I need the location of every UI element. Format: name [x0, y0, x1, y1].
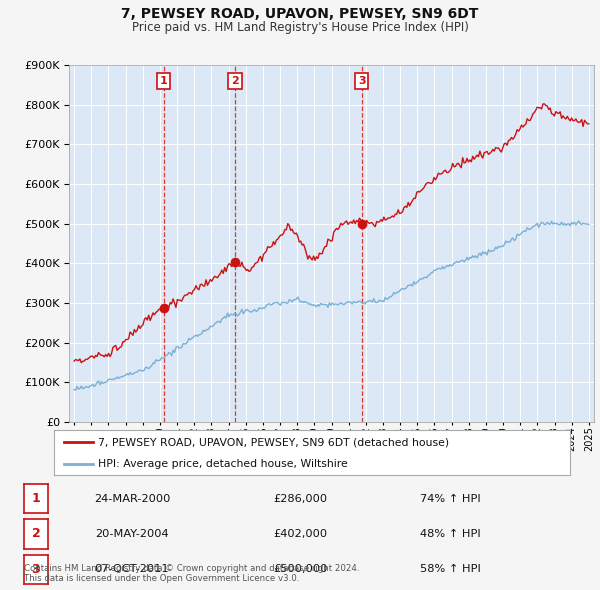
7, PEWSEY ROAD, UPAVON, PEWSEY, SN9 6DT (detached house) [242, 267, 250, 274]
Text: 07-OCT-2011: 07-OCT-2011 [95, 565, 169, 574]
Text: £286,000: £286,000 [273, 494, 327, 503]
HPI: Average price, detached house, Wiltshire: (2.01e+03, 2.83e+05): Average price, detached house, Wiltshire… [251, 306, 259, 313]
Text: 3: 3 [32, 563, 40, 576]
Text: 2: 2 [32, 527, 40, 540]
Text: 48% ↑ HPI: 48% ↑ HPI [419, 529, 481, 539]
Text: 1: 1 [160, 76, 167, 86]
7, PEWSEY ROAD, UPAVON, PEWSEY, SN9 6DT (detached house) [135, 322, 142, 329]
7, PEWSEY ROAD, UPAVON, PEWSEY, SN9 6DT (detached house) [585, 120, 592, 127]
Text: 20-MAY-2004: 20-MAY-2004 [95, 529, 169, 539]
Text: 1: 1 [32, 492, 40, 505]
Text: 24-MAR-2000: 24-MAR-2000 [94, 494, 170, 503]
7, PEWSEY ROAD, UPAVON, PEWSEY, SN9 6DT (detached house) [297, 238, 304, 245]
Text: Contains HM Land Registry data © Crown copyright and database right 2024.
This d: Contains HM Land Registry data © Crown c… [24, 563, 359, 583]
Text: 2: 2 [231, 76, 239, 86]
HPI: Average price, detached house, Wiltshire: (2e+03, 8e+04): Average price, detached house, Wiltshire… [72, 386, 79, 394]
HPI: Average price, detached house, Wiltshire: (2e+03, 2.65e+05): Average price, detached house, Wiltshire… [226, 313, 233, 320]
7, PEWSEY ROAD, UPAVON, PEWSEY, SN9 6DT (detached house) [226, 260, 233, 267]
7, PEWSEY ROAD, UPAVON, PEWSEY, SN9 6DT (detached house) [251, 260, 259, 267]
Text: 58% ↑ HPI: 58% ↑ HPI [419, 565, 481, 574]
HPI: Average price, detached house, Wiltshire: (2.01e+03, 3.01e+05): Average price, detached house, Wiltshire… [297, 299, 304, 306]
HPI: Average price, detached house, Wiltshire: (2e+03, 8.14e+04): Average price, detached house, Wiltshire… [71, 386, 78, 393]
HPI: Average price, detached house, Wiltshire: (2.02e+03, 5.04e+05): Average price, detached house, Wiltshire… [558, 219, 565, 226]
Text: £500,000: £500,000 [273, 565, 327, 574]
7, PEWSEY ROAD, UPAVON, PEWSEY, SN9 6DT (detached house) [78, 359, 85, 366]
7, PEWSEY ROAD, UPAVON, PEWSEY, SN9 6DT (detached house) [71, 358, 78, 365]
Text: Price paid vs. HM Land Registry's House Price Index (HPI): Price paid vs. HM Land Registry's House … [131, 21, 469, 34]
7, PEWSEY ROAD, UPAVON, PEWSEY, SN9 6DT (detached house) [559, 112, 566, 119]
Text: HPI: Average price, detached house, Wiltshire: HPI: Average price, detached house, Wilt… [98, 458, 347, 468]
HPI: Average price, detached house, Wiltshire: (2e+03, 1.3e+05): Average price, detached house, Wiltshire… [135, 367, 142, 374]
Text: 7, PEWSEY ROAD, UPAVON, PEWSEY, SN9 6DT: 7, PEWSEY ROAD, UPAVON, PEWSEY, SN9 6DT [121, 7, 479, 21]
Line: HPI: Average price, detached house, Wiltshire: HPI: Average price, detached house, Wilt… [74, 221, 589, 390]
Text: 3: 3 [358, 76, 365, 86]
HPI: Average price, detached house, Wiltshire: (2.02e+03, 4.98e+05): Average price, detached house, Wiltshire… [585, 221, 592, 228]
Line: 7, PEWSEY ROAD, UPAVON, PEWSEY, SN9 6DT (detached house): 7, PEWSEY ROAD, UPAVON, PEWSEY, SN9 6DT … [74, 104, 589, 363]
Text: 74% ↑ HPI: 74% ↑ HPI [419, 494, 481, 503]
Text: 7, PEWSEY ROAD, UPAVON, PEWSEY, SN9 6DT (detached house): 7, PEWSEY ROAD, UPAVON, PEWSEY, SN9 6DT … [98, 437, 449, 447]
HPI: Average price, detached house, Wiltshire: (2.02e+03, 5.06e+05): Average price, detached house, Wiltshire… [575, 218, 583, 225]
7, PEWSEY ROAD, UPAVON, PEWSEY, SN9 6DT (detached house) [541, 100, 548, 107]
Text: £402,000: £402,000 [273, 529, 327, 539]
HPI: Average price, detached house, Wiltshire: (2.01e+03, 2.83e+05): Average price, detached house, Wiltshire… [242, 306, 250, 313]
